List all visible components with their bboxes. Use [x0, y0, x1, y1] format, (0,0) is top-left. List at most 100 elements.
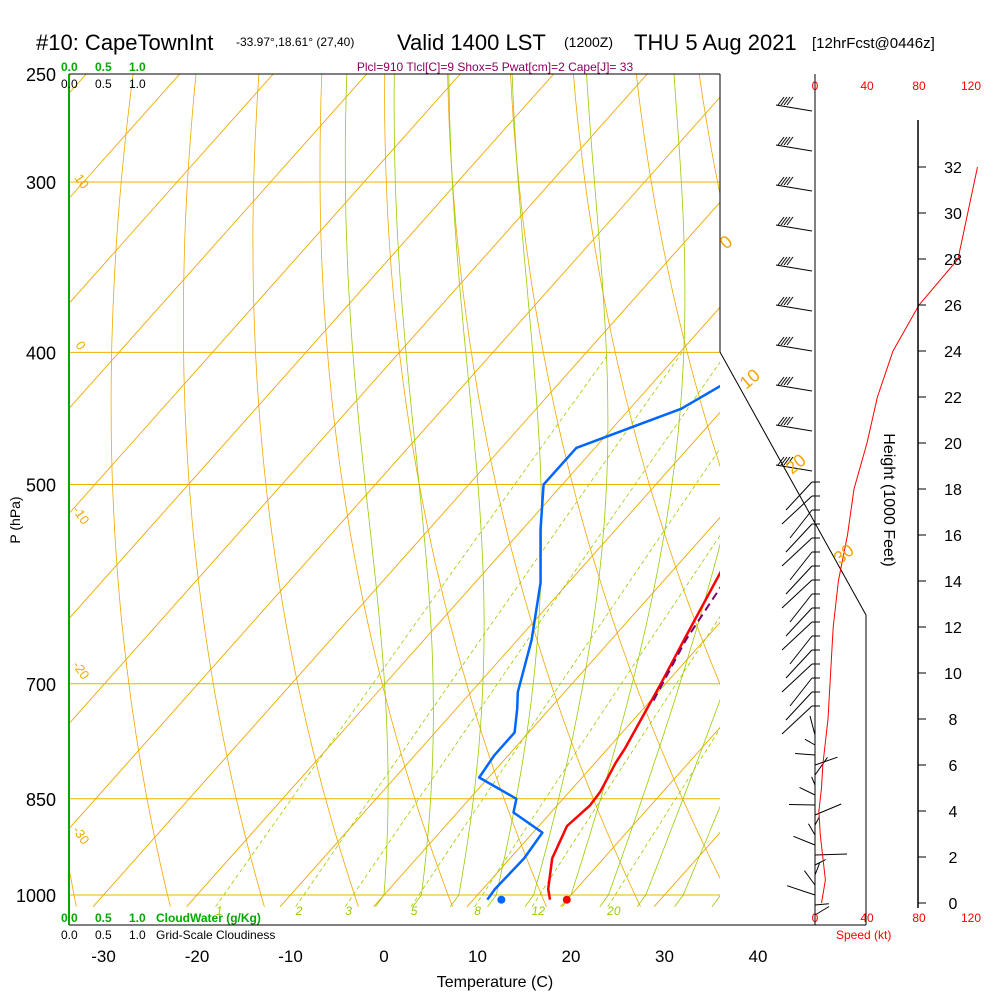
isotherm--40: [69, 96, 720, 830]
height-tick-18: 18: [944, 482, 962, 499]
wind-barb: [775, 224, 813, 232]
speed-profile-line: [818, 166, 978, 904]
isotherm-0: [373, 516, 720, 908]
wind-barb-flag: [783, 256, 791, 266]
height-tick-4: 4: [949, 804, 958, 821]
cloudiness-bottom-tick-0: 0.0: [61, 928, 78, 942]
wind-barb: [775, 464, 813, 472]
wind-barb: [785, 481, 813, 511]
wind-barb-flag: [777, 96, 785, 106]
isotherm-20: [560, 726, 720, 908]
wind-barb-flag: [786, 336, 794, 346]
dry-adiabat-290: [384, 74, 547, 907]
moist-adiabat-16: [524, 74, 609, 907]
wind-barb: [803, 870, 816, 886]
speed-profile-panel: 0040408080120120: [812, 74, 981, 925]
wind-barb: [775, 424, 813, 432]
temperature-tick-20: 20: [562, 947, 581, 966]
wind-barb-flag: [780, 216, 788, 226]
wind-barb-flag: [786, 256, 794, 266]
wind-barb: [814, 906, 830, 916]
temperature-tick--30: -30: [91, 947, 116, 966]
wind-barbs: [775, 96, 848, 916]
temperature-tick-30: 30: [655, 947, 674, 966]
moist-adiabat-8: [448, 74, 485, 907]
cloud-bottom-tick-1: 0.5: [95, 911, 112, 925]
moist-adiabat-24: [599, 543, 720, 907]
station-title: #10: CapeTownInt: [36, 30, 213, 55]
wind-barb: [775, 264, 813, 272]
wind-barb: [785, 565, 813, 595]
pressure-axis-title: P (hPa): [7, 496, 23, 543]
speed-tick-top-80: 80: [912, 79, 926, 93]
pressure-tick-1000: 1000: [16, 886, 56, 906]
wind-barb: [789, 593, 813, 623]
stability-indices: Plcl=910 Tlcl[C]=9 Shox=5 Pwat[cm]=2 Cap…: [357, 60, 634, 74]
height-axis-title: Height (1000 Feet): [880, 433, 897, 566]
wind-barb-flag: [780, 416, 788, 426]
wind-barb: [781, 495, 813, 525]
wind-barb-flag: [783, 216, 791, 226]
zulu-time: (1200Z): [564, 34, 613, 50]
mixing-ratio-line-1: [215, 352, 610, 907]
plot-right-slant-border: [719, 351, 867, 925]
cloud-bottom-tick-2: 1.0: [129, 911, 146, 925]
series-dewpoint: [477, 384, 720, 901]
wind-barb-flag: [786, 176, 794, 186]
wind-barb-flag: [780, 296, 788, 306]
wind-barb: [814, 863, 820, 876]
wind-barb: [811, 776, 816, 786]
height-tick-12: 12: [944, 620, 962, 637]
mixing-ratio-label-12: 12: [532, 904, 546, 918]
wind-barb: [814, 853, 848, 856]
height-tick-28: 28: [944, 252, 962, 269]
height-tick-2: 2: [949, 850, 958, 867]
pressure-axis: 250 300 400 500 700 850 1000: [16, 65, 56, 906]
dry-adiabat-270: [252, 74, 359, 907]
isotherm--50: [69, 74, 648, 725]
wind-barb: [793, 835, 816, 846]
valid-time: Valid 1400 LST: [397, 30, 546, 55]
wind-barb: [775, 304, 813, 312]
dry-adiabat-310: [510, 74, 720, 879]
wind-barb: [781, 663, 813, 693]
wind-barb: [804, 738, 816, 746]
speed-tick-bottom-120: 120: [961, 911, 981, 925]
mixing-ratio-line-3: [344, 361, 720, 907]
cloud-axis-top: 0.0 0.5 1.0 0.0 0.5 1.0: [61, 60, 146, 91]
data-layer: [477, 384, 720, 901]
cloudiness-top-tick-0: 0.0: [61, 77, 78, 91]
wind-barb: [814, 903, 829, 906]
cloudiness-bottom-tick-1: 0.5: [95, 928, 112, 942]
wind-barb-flag: [783, 296, 791, 306]
speed-tick-bottom-40: 40: [860, 911, 874, 925]
wind-barb-flag: [786, 456, 794, 466]
wind-barb-flag: [786, 96, 794, 106]
wind-barb-flag: [780, 456, 788, 466]
height-tick-8: 8: [949, 712, 958, 729]
wind-barb-flag: [777, 176, 785, 186]
wind-barb: [775, 104, 813, 112]
wind-barb: [789, 509, 813, 539]
wind-barb-flag: [780, 336, 788, 346]
speed-axis-title: Speed (kt): [836, 928, 891, 942]
wind-barb: [789, 635, 813, 665]
wind-barb: [786, 885, 816, 896]
wind-barb-flag: [777, 376, 785, 386]
cloud-bottom-tick-0: 0.0: [61, 911, 78, 925]
wind-barb: [775, 344, 813, 352]
pressure-tick-300: 300: [26, 173, 56, 193]
wind-barb-flag: [780, 96, 788, 106]
temperature-tick-10: 10: [468, 947, 487, 966]
dry-adiabat-260: [182, 74, 265, 907]
mixing-ratio-label-20: 20: [606, 904, 621, 918]
wind-barb-flag: [780, 376, 788, 386]
speed-tick-bottom-80: 80: [912, 911, 926, 925]
series-parcel: [652, 586, 720, 701]
forecast-label: [12hrFcst@0446z]: [812, 35, 935, 52]
temperature-axis-title: Temperature (C): [437, 974, 553, 991]
cloudiness-bottom-tick-2: 1.0: [129, 928, 146, 942]
height-tick-14: 14: [944, 574, 962, 591]
